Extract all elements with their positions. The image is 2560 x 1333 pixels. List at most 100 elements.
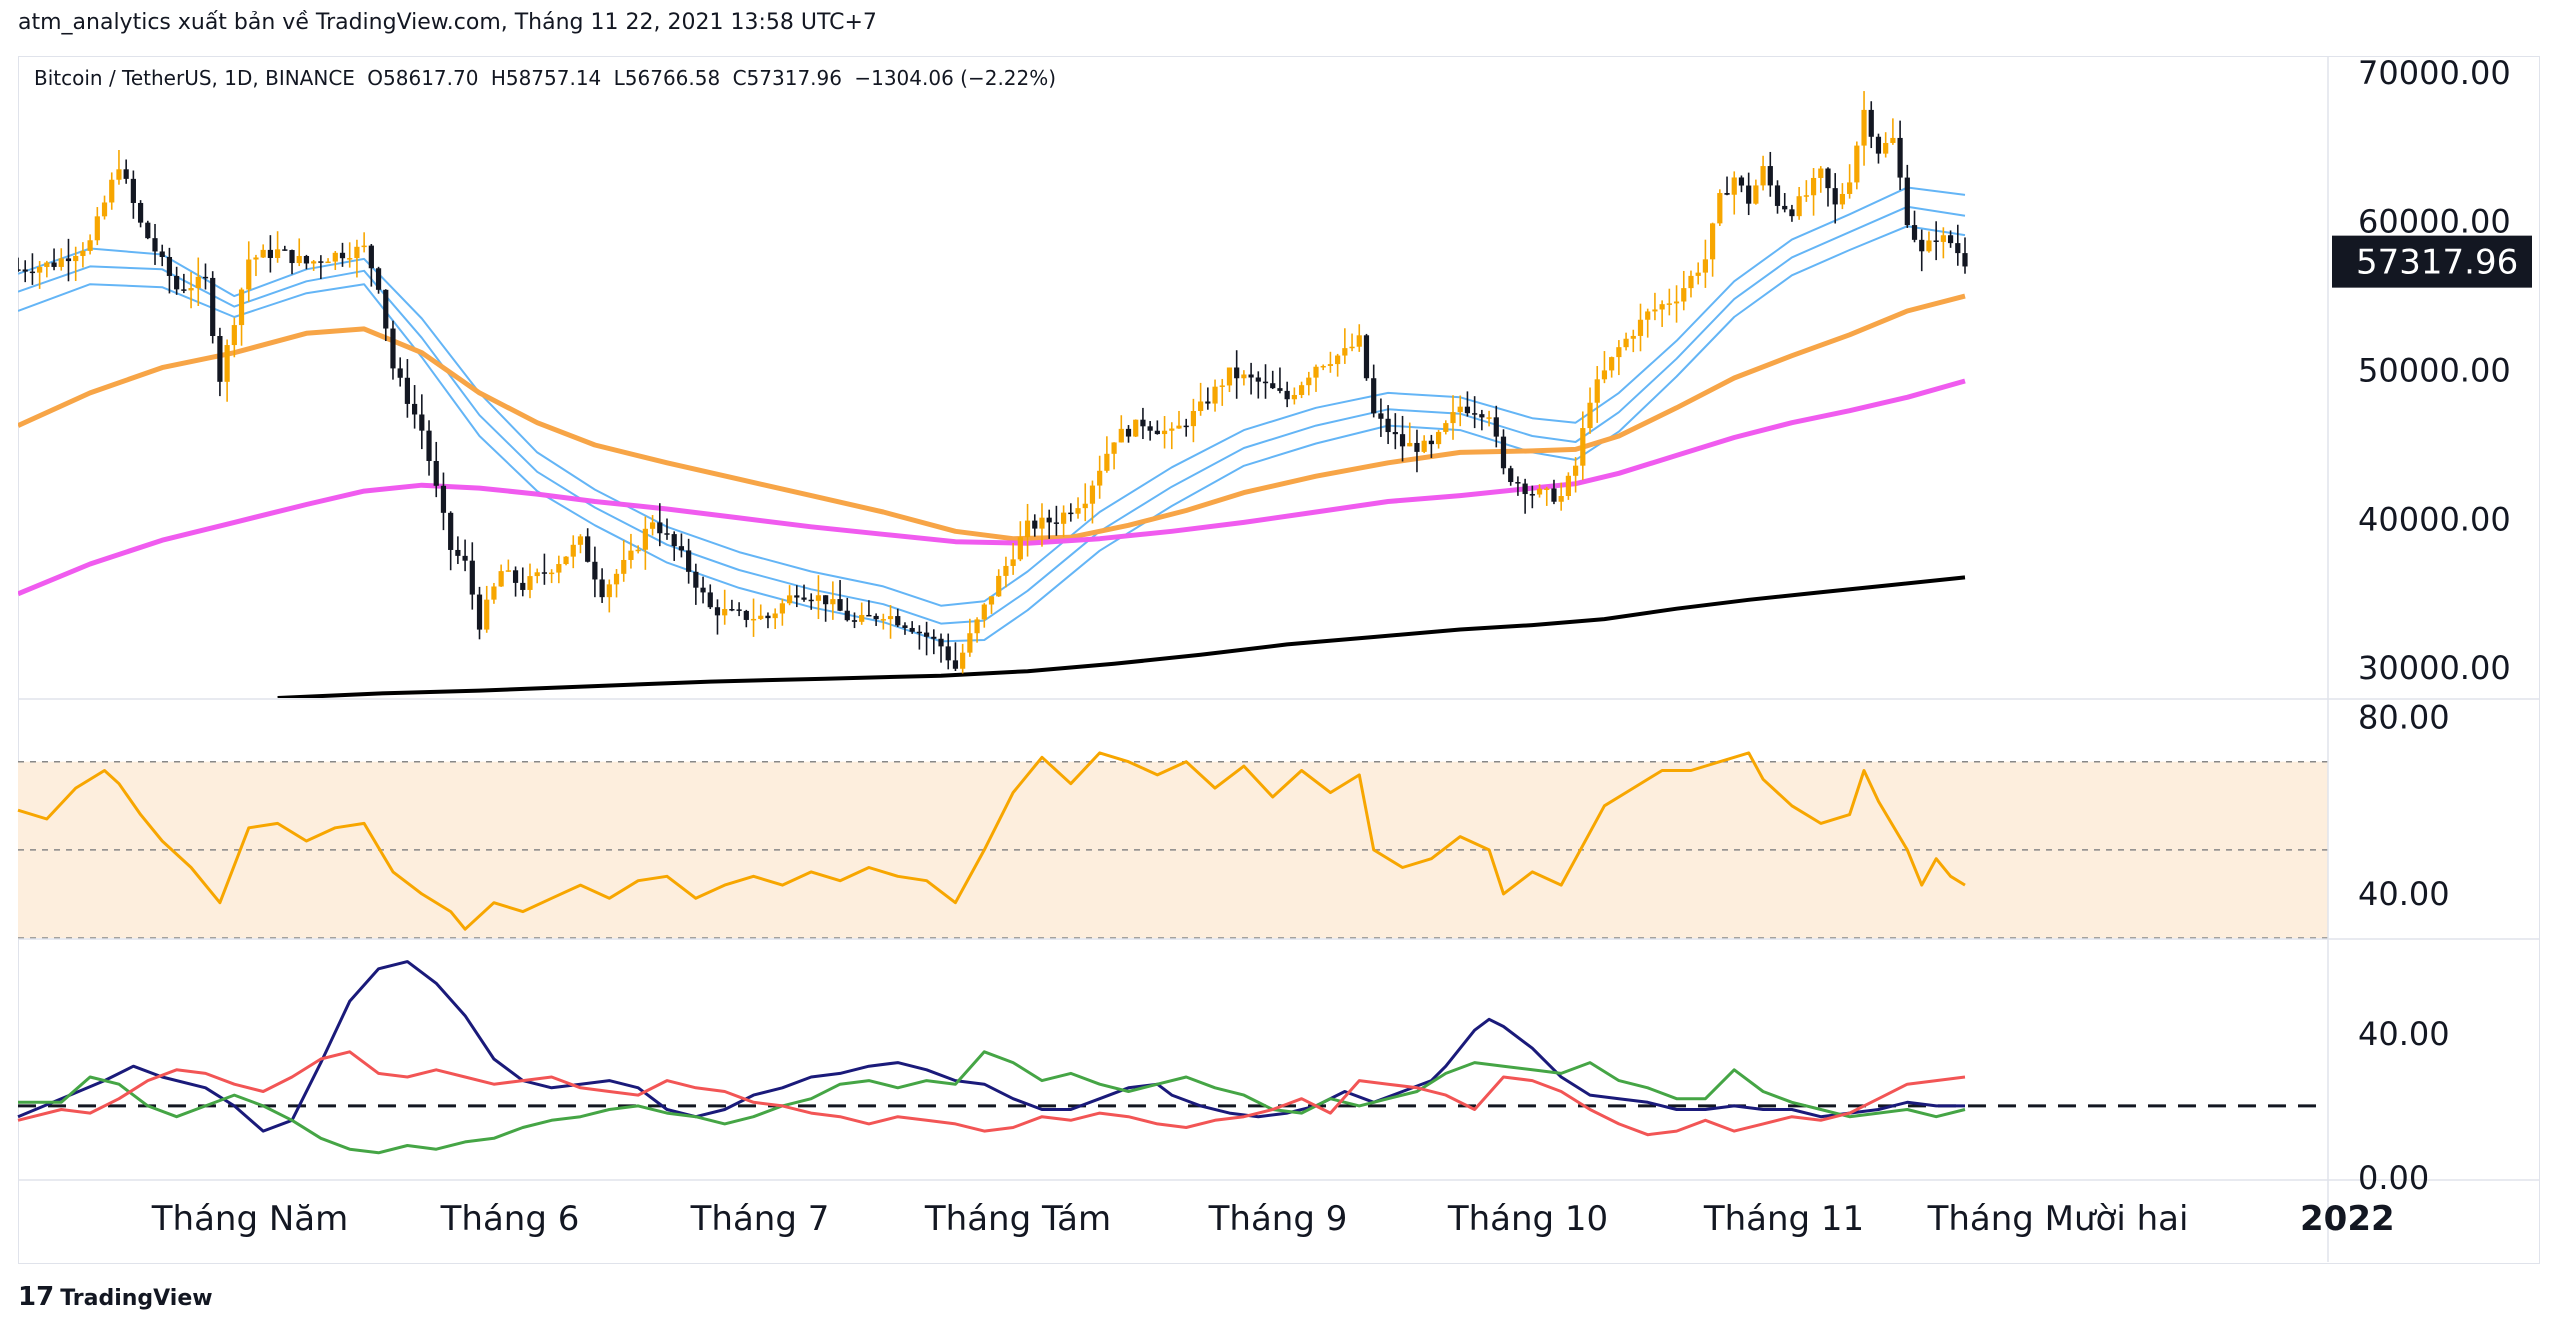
- candle: [1464, 391, 1471, 417]
- candle: [729, 599, 735, 612]
- candle: [707, 584, 713, 610]
- candle: [289, 249, 295, 275]
- candle: [592, 546, 598, 598]
- candle: [1673, 285, 1680, 323]
- candle: [1212, 379, 1218, 412]
- candle: [303, 254, 310, 270]
- candle: [1017, 521, 1023, 562]
- candle: [1666, 288, 1672, 316]
- candle: [188, 272, 194, 309]
- candle: [1068, 503, 1074, 522]
- price-tick-label: 40000.00: [2358, 500, 2511, 538]
- candle: [1169, 422, 1175, 450]
- candle: [1104, 436, 1110, 473]
- candle: [1890, 118, 1896, 145]
- candle: [1125, 425, 1132, 443]
- candle: [686, 538, 692, 584]
- candle: [945, 633, 951, 670]
- series-ema-200: [277, 575, 1966, 698]
- candle: [109, 172, 115, 210]
- candle: [1825, 167, 1831, 207]
- rsi-tick-label: 80.00: [2358, 699, 2450, 737]
- candle: [1024, 503, 1031, 557]
- candle: [808, 593, 814, 610]
- time-tick-label: Tháng 9: [1208, 1199, 1348, 1239]
- candle: [628, 533, 634, 569]
- candle: [1522, 478, 1528, 514]
- candle: [311, 259, 317, 271]
- chart-frame: [18, 56, 2540, 1264]
- candle: [786, 585, 793, 606]
- legend-high: H58757.14: [490, 66, 602, 90]
- tradingview-footer: 17 TradingView: [18, 1282, 213, 1312]
- candle: [51, 248, 57, 271]
- candle: [1010, 542, 1016, 575]
- price-panel: [18, 91, 1968, 698]
- series-ema-short-lower: [18, 225, 1966, 643]
- candle: [1616, 340, 1622, 376]
- legend-close: C57317.96: [732, 66, 842, 90]
- candle: [65, 238, 72, 282]
- candle: [152, 223, 158, 265]
- candle: [1061, 505, 1067, 537]
- candle: [823, 595, 829, 622]
- candle: [1652, 292, 1658, 321]
- candle: [1075, 497, 1081, 519]
- candle: [988, 596, 995, 614]
- candle: [1955, 224, 1961, 266]
- candle: [1753, 179, 1759, 205]
- symbol-legend: Bitcoin / TetherUS, 1D, BINANCE O58617.7…: [34, 66, 1062, 90]
- time-tick-label: Tháng Tám: [924, 1199, 1111, 1239]
- candle: [1472, 396, 1478, 429]
- candle: [1493, 405, 1499, 448]
- candle: [1385, 405, 1391, 445]
- candle: [1580, 411, 1586, 481]
- candle: [1623, 332, 1629, 351]
- candle: [649, 515, 656, 536]
- candle: [1724, 176, 1730, 196]
- last-price-badge: [2332, 235, 2532, 288]
- candle: [1161, 416, 1168, 449]
- candle: [275, 231, 281, 263]
- candle: [512, 566, 519, 597]
- candle: [1486, 410, 1492, 427]
- candle: [1046, 509, 1052, 539]
- candle: [887, 605, 894, 639]
- candle: [267, 235, 273, 273]
- candle: [1818, 166, 1824, 193]
- candle: [1544, 486, 1550, 506]
- candle: [722, 589, 728, 625]
- rsi-line: [17, 751, 1966, 931]
- candle: [996, 569, 1002, 597]
- candle: [332, 251, 338, 270]
- candle: [1904, 164, 1910, 228]
- candle: [1933, 221, 1939, 261]
- candle: [433, 441, 439, 498]
- candle: [484, 585, 490, 633]
- candle: [1284, 381, 1290, 408]
- candle: [476, 586, 483, 640]
- candle: [1277, 367, 1283, 394]
- candle: [440, 472, 447, 531]
- candle: [758, 604, 764, 621]
- candle: [1392, 413, 1398, 450]
- candle: [1947, 230, 1954, 248]
- candle: [462, 539, 468, 572]
- candle: [851, 612, 858, 629]
- candle: [210, 271, 216, 344]
- candle: [750, 598, 757, 637]
- candle: [18, 257, 21, 272]
- candle: [22, 260, 28, 283]
- candle: [1414, 429, 1420, 473]
- candle: [1919, 229, 1925, 272]
- candle: [318, 255, 324, 280]
- candle: [505, 559, 511, 572]
- candle: [621, 540, 627, 582]
- candle: [960, 643, 966, 674]
- candle: [1421, 435, 1427, 454]
- candle: [902, 622, 908, 635]
- candle: [570, 535, 576, 569]
- candle: [296, 238, 302, 267]
- candle: [1962, 237, 1968, 274]
